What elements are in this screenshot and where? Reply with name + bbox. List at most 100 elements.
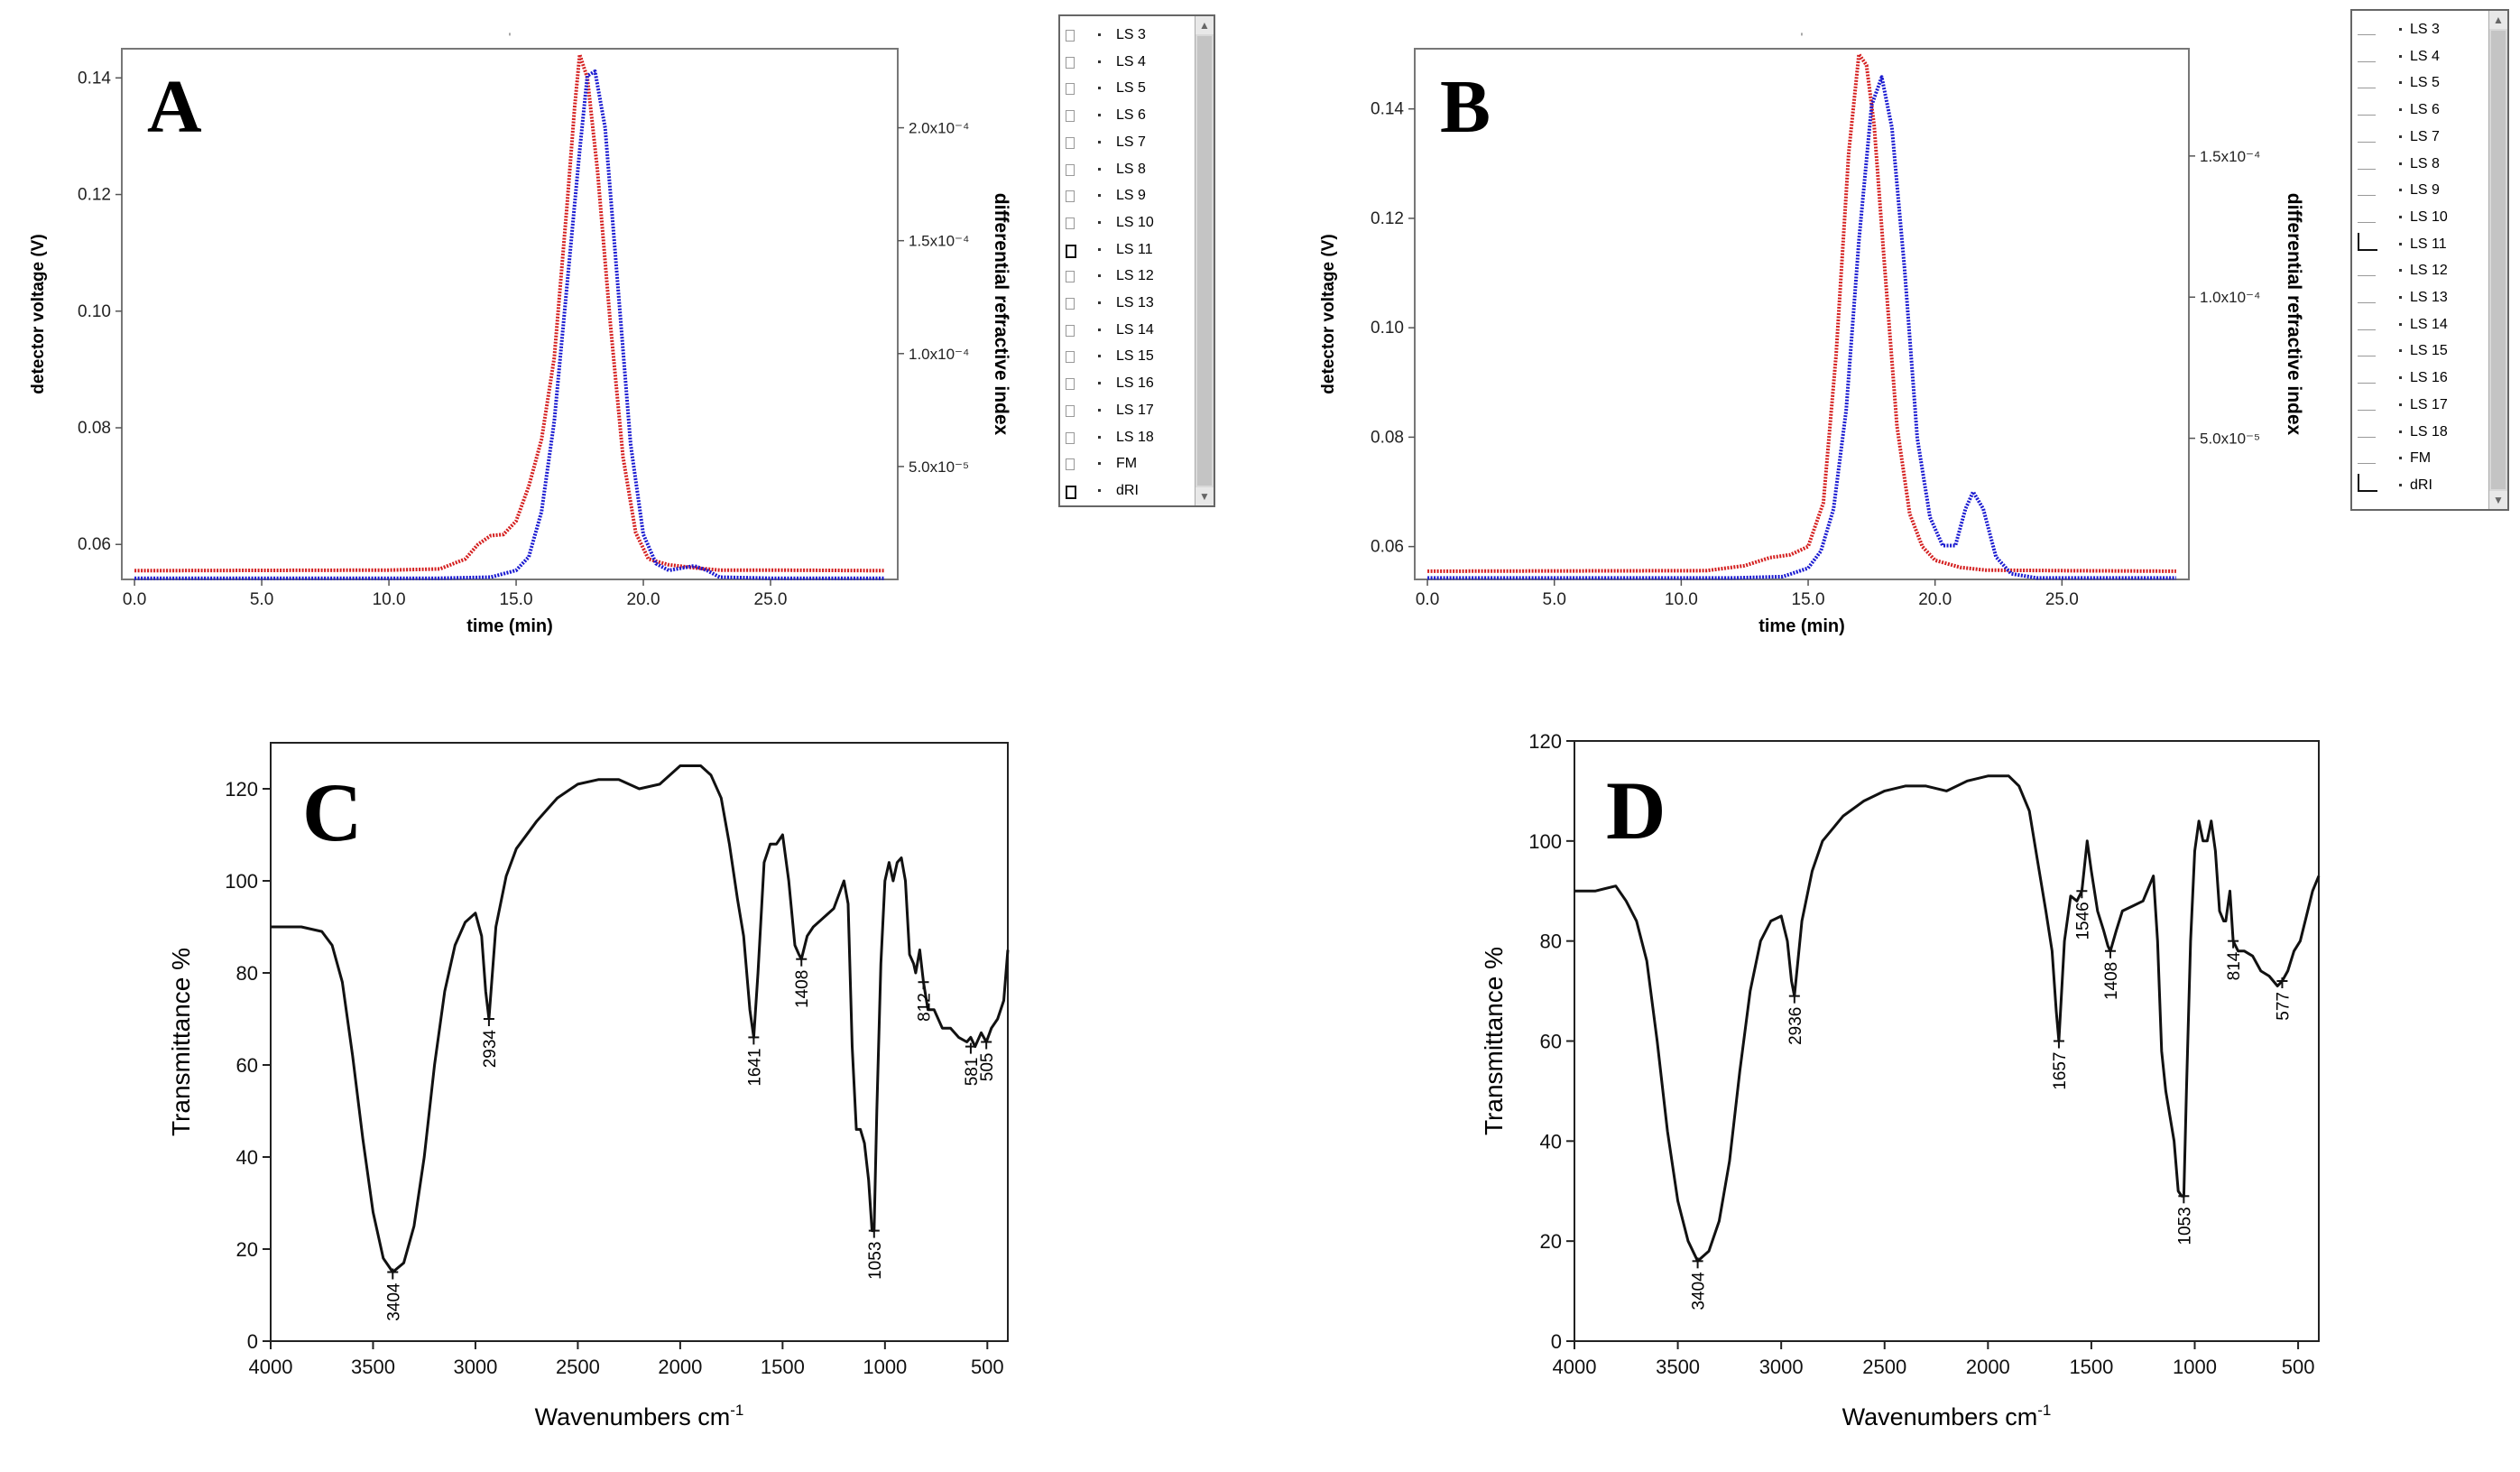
scroll-thumb[interactable] (2491, 31, 2506, 489)
legend-checkbox[interactable] (1066, 190, 1075, 203)
legend-item[interactable]: LS 9 (1060, 182, 1214, 208)
legend-item[interactable]: FM (2352, 445, 2507, 471)
legend-item[interactable]: LS 5 (1060, 75, 1214, 101)
legend-checkbox[interactable] (2358, 18, 2376, 35)
legend-label: LS 4 (1116, 53, 1146, 69)
panel-a-x-tick-label: 20.0 (627, 590, 660, 609)
legend-item[interactable]: LS 17 (1060, 397, 1214, 423)
legend-item[interactable]: LS 4 (2352, 43, 2507, 69)
legend-checkbox[interactable] (1066, 298, 1075, 310)
scroll-down-icon[interactable]: ▼ (2489, 491, 2507, 509)
legend-item[interactable]: LS 15 (2352, 338, 2507, 364)
legend-checkbox[interactable] (1066, 271, 1075, 283)
legend-item[interactable]: LS 7 (1060, 129, 1214, 155)
legend-checkbox[interactable] (2358, 125, 2376, 143)
legend-checkbox[interactable] (1066, 324, 1075, 337)
panel-a-legend-scrollbar[interactable]: ▲ ▼ (1195, 16, 1214, 505)
legend-checkbox[interactable] (2358, 206, 2376, 223)
legend-item[interactable]: LS 8 (2352, 151, 2507, 177)
legend-item[interactable]: LS 5 (2352, 69, 2507, 96)
panel-d-x-tick-label: 3000 (1759, 1356, 1804, 1378)
legend-checkbox[interactable] (1066, 458, 1075, 471)
legend-item[interactable]: LS 12 (1060, 263, 1214, 289)
scroll-thumb[interactable] (1197, 36, 1212, 486)
legend-checkbox[interactable] (1066, 30, 1075, 42)
scroll-up-icon[interactable]: ▲ (2489, 11, 2507, 29)
legend-checkbox[interactable] (1066, 244, 1076, 258)
panel-a-x-tick-label: 5.0 (250, 590, 273, 609)
legend-checkbox[interactable] (2358, 45, 2376, 62)
legend-item[interactable]: LS 3 (1060, 22, 1214, 48)
legend-checkbox[interactable] (2358, 259, 2376, 277)
legend-checkbox[interactable] (1066, 351, 1075, 364)
legend-checkbox[interactable] (2358, 71, 2376, 89)
legend-item[interactable]: LS 10 (1060, 209, 1214, 236)
legend-checkbox[interactable] (2358, 153, 2376, 170)
legend-item[interactable]: LS 9 (2352, 177, 2507, 203)
legend-item[interactable]: LS 18 (1060, 424, 1214, 450)
legend-checkbox[interactable] (1066, 110, 1075, 123)
legend-checkbox[interactable] (1066, 163, 1075, 176)
legend-checkbox[interactable] (2358, 179, 2376, 197)
legend-item[interactable]: LS 8 (1060, 156, 1214, 182)
legend-dot-icon (1098, 114, 1101, 117)
legend-item[interactable]: LS 11 (1060, 236, 1214, 263)
legend-checkbox[interactable] (2358, 232, 2377, 251)
legend-checkbox[interactable] (2358, 286, 2376, 303)
legend-checkbox[interactable] (2358, 421, 2376, 438)
legend-item[interactable]: LS 14 (2352, 311, 2507, 338)
panel-b-x-tick-label: 25.0 (2045, 590, 2079, 609)
legend-dot-icon (2399, 108, 2402, 112)
scroll-down-icon[interactable]: ▼ (1195, 487, 1214, 505)
legend-checkbox[interactable] (2358, 313, 2376, 330)
legend-checkbox[interactable] (1066, 431, 1075, 444)
panel-c-y-tick-label: 80 (236, 962, 258, 985)
legend-item[interactable]: LS 6 (2352, 97, 2507, 123)
legend-item[interactable]: LS 3 (2352, 16, 2507, 42)
legend-item[interactable]: LS 13 (2352, 284, 2507, 310)
legend-item[interactable]: LS 16 (1060, 370, 1214, 396)
panel-c-peak-label: 1053 (866, 1242, 885, 1280)
legend-item[interactable]: FM (1060, 450, 1214, 477)
legend-checkbox[interactable] (2358, 339, 2376, 357)
legend-checkbox[interactable] (2358, 393, 2376, 411)
legend-item[interactable]: dRI (1060, 477, 1214, 504)
legend-item[interactable]: LS 11 (2352, 231, 2507, 257)
legend-item[interactable]: LS 16 (2352, 365, 2507, 391)
legend-item[interactable]: LS 6 (1060, 102, 1214, 128)
legend-item[interactable]: LS 13 (1060, 290, 1214, 316)
legend-item[interactable]: LS 4 (1060, 49, 1214, 75)
panel-c-x-tick-label: 1500 (761, 1356, 805, 1378)
panel-b-legend-scrollbar[interactable]: ▲ ▼ (2488, 11, 2507, 509)
legend-checkbox[interactable] (1066, 217, 1075, 229)
legend-item[interactable]: LS 17 (2352, 392, 2507, 418)
panel-b-x-tick-label: 20.0 (1918, 590, 1952, 609)
legend-checkbox[interactable] (1066, 83, 1075, 96)
legend-item[interactable]: LS 18 (2352, 419, 2507, 445)
legend-checkbox[interactable] (2358, 98, 2376, 116)
panel-d-peak-label: 1546 (2073, 902, 2092, 940)
legend-checkbox[interactable] (1066, 56, 1075, 69)
legend-checkbox[interactable] (1066, 378, 1075, 391)
panel-a-x-tick-label: 25.0 (754, 590, 788, 609)
legend-checkbox[interactable] (1066, 485, 1076, 499)
legend-checkbox[interactable] (2358, 447, 2376, 465)
legend-item[interactable]: LS 12 (2352, 257, 2507, 283)
legend-item[interactable]: LS 15 (1060, 343, 1214, 369)
legend-item[interactable]: LS 7 (2352, 124, 2507, 150)
legend-checkbox[interactable] (1066, 136, 1075, 149)
legend-item[interactable]: dRI (2352, 472, 2507, 498)
legend-checkbox[interactable] (2358, 473, 2377, 492)
panel-a-y2-tick-label: 5.0x10⁻⁵ (909, 458, 969, 476)
legend-checkbox[interactable] (1066, 404, 1075, 417)
legend-dot-icon (2399, 322, 2402, 326)
legend-item[interactable]: LS 10 (2352, 204, 2507, 230)
panel-b-plot-frame (1414, 48, 2190, 580)
panel-b-legend[interactable]: LS 3 LS 4 LS 5 LS 6 LS 7 LS 8 LS 9 LS 10 LS 11 LS… (2350, 9, 2509, 511)
panel-a-y-tick-label: 0.14 (78, 69, 111, 88)
scroll-up-icon[interactable]: ▲ (1195, 16, 1214, 34)
panel-c-y-tick-label: 0 (247, 1330, 258, 1353)
legend-item[interactable]: LS 14 (1060, 317, 1214, 343)
legend-checkbox[interactable] (2358, 366, 2376, 384)
panel-a-legend[interactable]: LS 3 LS 4 LS 5 LS 6 LS 7 LS 8 LS 9 LS 10 LS 11 LS… (1058, 14, 1215, 507)
